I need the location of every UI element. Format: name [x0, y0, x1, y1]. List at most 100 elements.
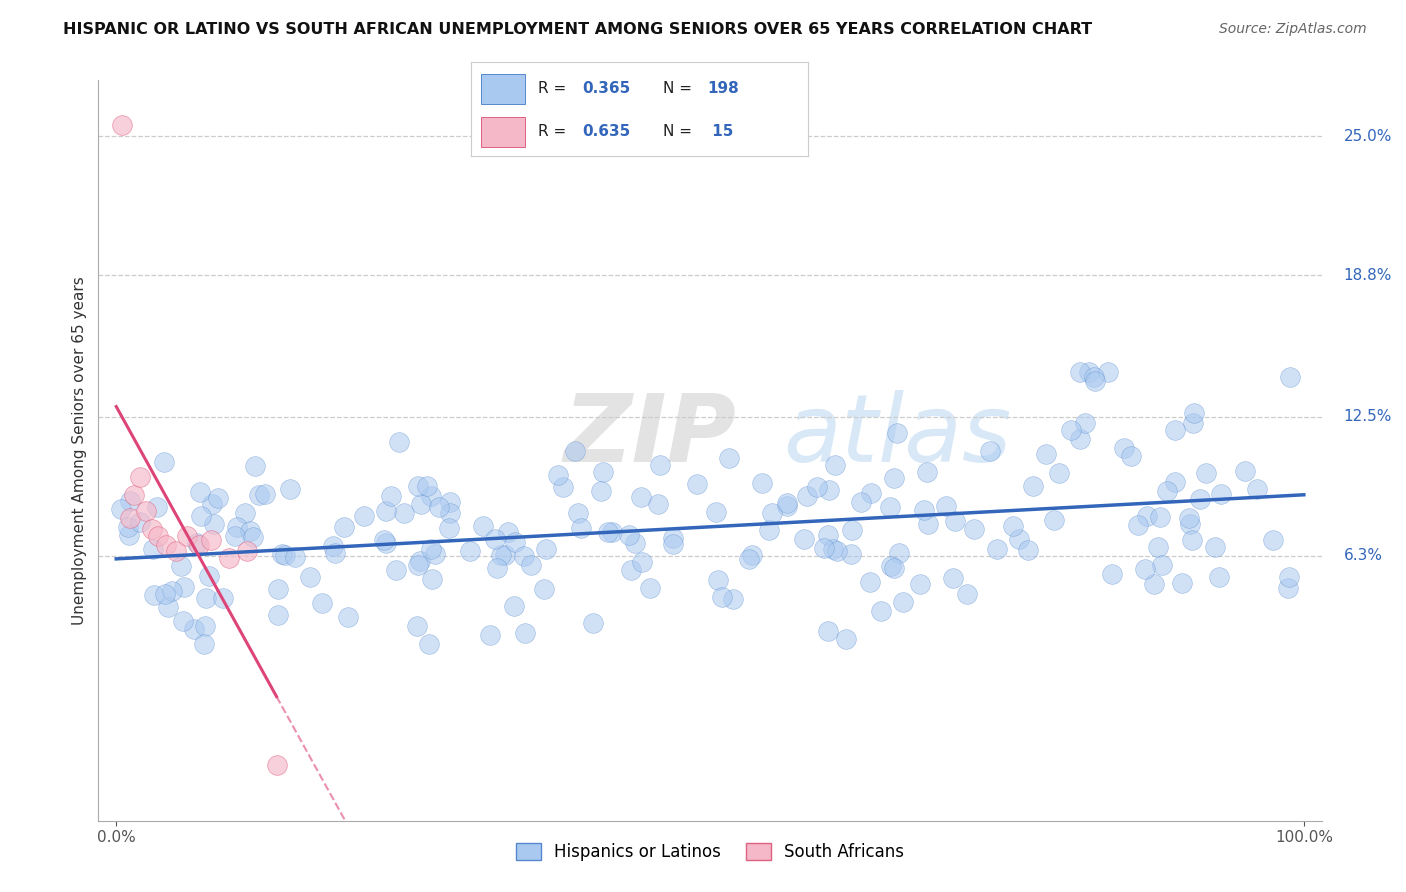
Text: 18.8%: 18.8%	[1344, 268, 1392, 283]
Point	[120, 510, 142, 524]
Point	[758, 523, 780, 537]
Point	[494, 549, 516, 563]
Text: N =: N =	[664, 124, 697, 139]
Point	[620, 563, 643, 577]
Point	[1195, 466, 1218, 480]
Point	[1182, 406, 1205, 420]
Point	[647, 497, 669, 511]
Point	[883, 470, 905, 484]
Point	[478, 628, 501, 642]
Point	[879, 500, 901, 515]
Point	[1128, 518, 1150, 533]
Point	[267, 582, 290, 597]
Point	[956, 587, 979, 601]
Point	[776, 500, 799, 514]
Point	[280, 482, 302, 496]
Point	[311, 597, 333, 611]
Point	[129, 470, 152, 484]
Point	[813, 541, 835, 555]
Point	[834, 632, 856, 647]
Point	[738, 551, 761, 566]
Point	[638, 581, 661, 595]
Point	[1278, 570, 1301, 584]
Point	[143, 588, 166, 602]
Point	[859, 575, 882, 590]
Text: N =: N =	[664, 81, 697, 96]
Point	[547, 467, 569, 482]
Point	[176, 529, 198, 543]
Point	[274, 549, 297, 563]
Point	[183, 623, 205, 637]
Point	[420, 572, 443, 586]
Point	[146, 529, 169, 543]
Point	[155, 538, 177, 552]
Point	[243, 458, 266, 473]
Point	[190, 509, 212, 524]
Point	[887, 546, 910, 560]
Point	[1234, 464, 1257, 478]
Point	[1246, 482, 1268, 496]
Point	[375, 504, 398, 518]
Point	[323, 546, 346, 560]
Point	[943, 514, 966, 528]
Point	[1017, 543, 1039, 558]
Point	[409, 497, 432, 511]
Point	[1178, 517, 1201, 532]
Point	[254, 486, 277, 500]
Point	[891, 594, 914, 608]
Point	[299, 570, 322, 584]
Point	[427, 500, 450, 514]
Point	[146, 500, 169, 514]
Point	[236, 544, 259, 558]
Point	[1101, 566, 1123, 581]
Point	[1008, 532, 1031, 546]
Point	[821, 542, 844, 557]
Point	[824, 458, 846, 472]
Point	[591, 484, 613, 499]
Point	[193, 637, 215, 651]
Point	[569, 521, 592, 535]
Point	[118, 494, 141, 508]
Point	[420, 542, 443, 557]
Point	[1171, 575, 1194, 590]
Point	[489, 548, 512, 562]
Point	[1136, 508, 1159, 523]
Point	[212, 591, 235, 605]
Point	[986, 542, 1008, 557]
Point	[194, 591, 217, 605]
Point	[1204, 540, 1226, 554]
Point	[1074, 416, 1097, 430]
Point	[1022, 479, 1045, 493]
Point	[141, 522, 163, 536]
Point	[1119, 449, 1142, 463]
Point	[869, 604, 891, 618]
Point	[198, 568, 221, 582]
Point	[1263, 533, 1285, 547]
Point	[859, 486, 882, 500]
Point	[917, 465, 939, 479]
Point	[711, 590, 734, 604]
Point	[648, 458, 671, 472]
Point	[1001, 519, 1024, 533]
Point	[496, 525, 519, 540]
Point	[423, 547, 446, 561]
Point	[170, 558, 193, 573]
Point	[202, 517, 225, 532]
Point	[388, 435, 411, 450]
Point	[661, 537, 683, 551]
Point	[619, 528, 641, 542]
Point	[1047, 466, 1070, 480]
Point	[394, 506, 416, 520]
Point	[242, 530, 264, 544]
Point	[117, 519, 139, 533]
Point	[284, 549, 307, 564]
Point	[406, 478, 429, 492]
Point	[188, 485, 211, 500]
Point	[233, 506, 256, 520]
Point	[173, 581, 195, 595]
Point	[851, 494, 873, 508]
Point	[1180, 533, 1202, 548]
Text: 15: 15	[707, 124, 734, 139]
Point	[484, 533, 506, 547]
Point	[1083, 369, 1105, 384]
